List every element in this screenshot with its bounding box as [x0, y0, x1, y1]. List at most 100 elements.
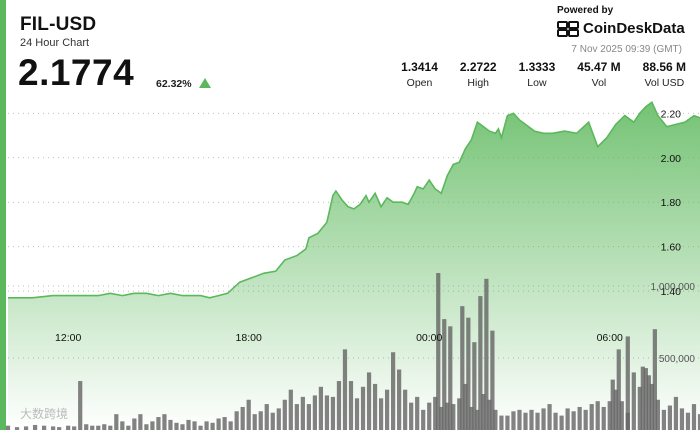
volume-bar [150, 421, 155, 430]
volume-bar [51, 426, 56, 430]
stat-value: 1.3414 [401, 60, 438, 74]
volume-bar [300, 396, 305, 430]
volume-bar [649, 383, 654, 430]
volume-bar [41, 425, 47, 430]
volume-bar [330, 396, 336, 430]
volume-bar [529, 409, 534, 430]
volume-bar [102, 424, 107, 430]
volume-bar [685, 412, 691, 430]
volume-bar [23, 426, 29, 430]
current-price: 2.1774 [18, 52, 135, 93]
volume-bar [697, 414, 700, 430]
volume-bar [583, 409, 588, 430]
volume-bar [577, 406, 582, 430]
volume-tick-label: 500,000 [659, 354, 696, 365]
stat-low: 1.3333 Low [519, 60, 556, 89]
price-tick-label: 1.40 [661, 286, 682, 298]
volume-bar [403, 389, 408, 430]
volume-bar [270, 412, 275, 430]
volume-bar [652, 329, 657, 430]
volume-bar [391, 352, 396, 430]
volume-bar [204, 421, 209, 430]
volume-bar [547, 404, 552, 430]
volume-bar [78, 381, 83, 430]
volume-bar [559, 415, 564, 430]
volume-bar [216, 418, 221, 430]
volume-bar [571, 411, 576, 430]
volume-bar [96, 425, 101, 430]
volume-bar [625, 336, 630, 430]
stats-row: 1.3414 Open 2.2722 High 1.3333 Low 45.47… [379, 60, 686, 89]
time-tick-label: 00:00 [416, 332, 442, 344]
volume-bar [276, 408, 281, 430]
volume-bar [427, 402, 432, 430]
volume-bar [415, 396, 420, 430]
stat-label: Vol [591, 77, 607, 89]
volume-bar [336, 381, 342, 430]
volume-bar [589, 404, 594, 430]
volume-bar [354, 398, 360, 430]
price-tick-label: 1.60 [661, 242, 682, 254]
stat-value: 88.56 M [642, 60, 686, 74]
volume-bar [619, 401, 624, 430]
volume-bar [312, 395, 317, 430]
volume-bar [553, 412, 558, 430]
volume-bar [487, 399, 492, 430]
volume-bar [451, 404, 456, 430]
volume-bar [120, 421, 125, 430]
volume-bar [673, 396, 679, 430]
volume-bar [264, 404, 269, 430]
stat-label: Open [406, 77, 433, 89]
volume-bar [505, 415, 510, 430]
volume-bar [246, 399, 251, 430]
volume-tick-label: 1,000,000 [651, 282, 696, 293]
volume-bar [499, 415, 504, 430]
accent-bar [0, 0, 6, 430]
volume-bar [366, 372, 372, 430]
volume-bar [282, 399, 287, 430]
price-tick-label: 1.80 [661, 197, 682, 209]
volume-bar [378, 398, 384, 430]
volume-bar [523, 412, 528, 430]
volume-bar [288, 389, 293, 430]
volume-bar [535, 412, 540, 430]
volume-bar [162, 414, 167, 430]
timestamp: 7 Nov 2025 09:39 (GMT) [571, 44, 682, 55]
volume-bar [463, 383, 468, 430]
coindesk-logo[interactable]: CoinDeskData [557, 20, 685, 37]
volume-bar [511, 411, 516, 430]
volume-bar [460, 306, 465, 430]
volume-bar [324, 395, 330, 430]
volume-bar [409, 402, 414, 430]
coindesk-logo-icon [557, 20, 579, 37]
time-tick-label: 06:00 [597, 332, 623, 344]
volume-bar [565, 408, 570, 430]
stat-open: 1.3414 Open [401, 60, 438, 89]
volume-bar [631, 372, 636, 430]
volume-bar [541, 408, 546, 430]
volume-bar [691, 404, 697, 430]
volume-bar [114, 414, 119, 430]
volume-bar [667, 405, 673, 430]
volume-bar [439, 406, 444, 430]
price-tick-label: 2.20 [661, 108, 682, 120]
volume-bar [643, 368, 648, 430]
volume-bar [445, 402, 450, 430]
volume-bar [679, 408, 685, 430]
volume-bar [601, 406, 606, 430]
volume-bar [616, 349, 621, 430]
volume-bar [138, 414, 143, 430]
volume-bar [186, 419, 191, 430]
volume-bar [607, 401, 612, 430]
volume-bar [433, 396, 438, 430]
volume-bar [478, 296, 483, 430]
volume-bar [198, 425, 203, 430]
volume-bar [640, 366, 645, 430]
volume-bar [84, 424, 89, 430]
volume-bar [32, 424, 38, 430]
volume-bar [144, 424, 149, 430]
volume-bar [637, 386, 642, 430]
volume-bar [436, 273, 441, 430]
stat-label: Low [527, 77, 547, 89]
